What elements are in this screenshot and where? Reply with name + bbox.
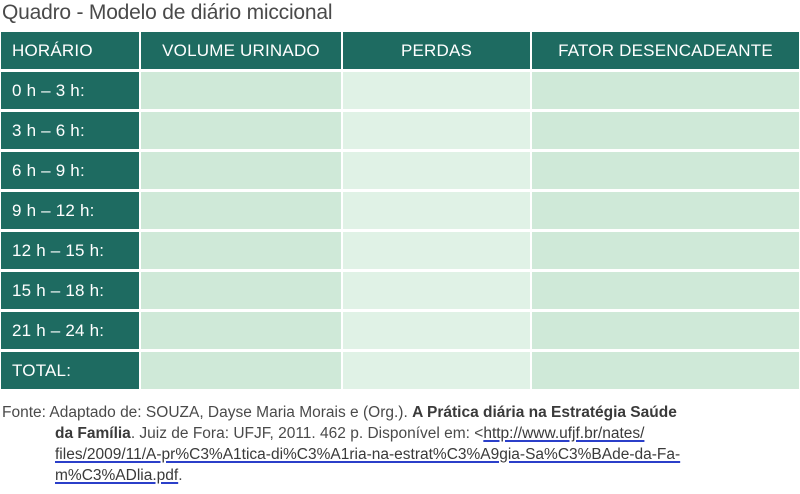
row-label: 15 h – 18 h: [1, 272, 139, 309]
total-row-label: TOTAL: [1, 352, 139, 389]
fator-cell [532, 152, 799, 189]
row-label: 12 h – 15 h: [1, 232, 139, 269]
perdas-cell [343, 232, 530, 269]
perdas-cell [343, 72, 530, 109]
row-label: 3 h – 6 h: [1, 112, 139, 149]
fator-cell [532, 312, 799, 349]
column-header-fator: FATOR DESENCADEANTE [532, 32, 799, 69]
source-url-link-part1[interactable]: http://www.ufjf.br/nates/ [483, 425, 645, 442]
fator-cell [532, 112, 799, 149]
fator-cell [532, 192, 799, 229]
perdas-cell [343, 312, 530, 349]
fator-cell [532, 352, 799, 389]
row-label: 21 h – 24 h: [1, 312, 139, 349]
volume-cell [141, 152, 341, 189]
fator-cell [532, 72, 799, 109]
volume-cell [141, 112, 341, 149]
fator-cell [532, 272, 799, 309]
perdas-cell [343, 112, 530, 149]
fator-cell [532, 232, 799, 269]
volume-cell [141, 232, 341, 269]
row-label: 6 h – 9 h: [1, 152, 139, 189]
source-citation: Fonte: Adaptado de: SOUZA, Dayse Maria M… [2, 402, 792, 486]
perdas-cell [343, 272, 530, 309]
source-book-title-part1: A Prática diária na Estratégia Saúde [412, 404, 677, 421]
column-header-horario: HORÁRIO [1, 32, 139, 69]
source-suffix: . [178, 467, 183, 484]
volume-cell [141, 72, 341, 109]
column-header-volume: VOLUME URINADO [141, 32, 341, 69]
source-book-title-part2: da Família [55, 425, 131, 442]
perdas-cell [343, 192, 530, 229]
source-prefix: Fonte: Adaptado de: SOUZA, Dayse Maria M… [2, 404, 413, 421]
page-title: Quadro - Modelo de diário miccional [2, 1, 333, 24]
source-url-link-part2[interactable]: files/2009/11/A-pr%C3%A1tica-di%C3%A1ria… [55, 446, 681, 463]
row-label: 0 h – 3 h: [1, 72, 139, 109]
diary-table: HORÁRIO VOLUME URINADO PERDAS FATOR DESE… [1, 32, 799, 391]
column-header-perdas: PERDAS [343, 32, 530, 69]
source-details: . Juiz de Fora: UFJF, 2011. 462 p. Dispo… [130, 425, 484, 442]
source-url-link-part3[interactable]: m%C3%ADlia.pdf [55, 467, 179, 484]
source-indented-block: da Família. Juiz de Fora: UFJF, 2011. 46… [2, 423, 792, 486]
row-label: 9 h – 12 h: [1, 192, 139, 229]
volume-cell [141, 272, 341, 309]
volume-cell [141, 192, 341, 229]
volume-cell [141, 312, 341, 349]
perdas-cell [343, 152, 530, 189]
volume-cell [141, 352, 341, 389]
perdas-cell [343, 352, 530, 389]
